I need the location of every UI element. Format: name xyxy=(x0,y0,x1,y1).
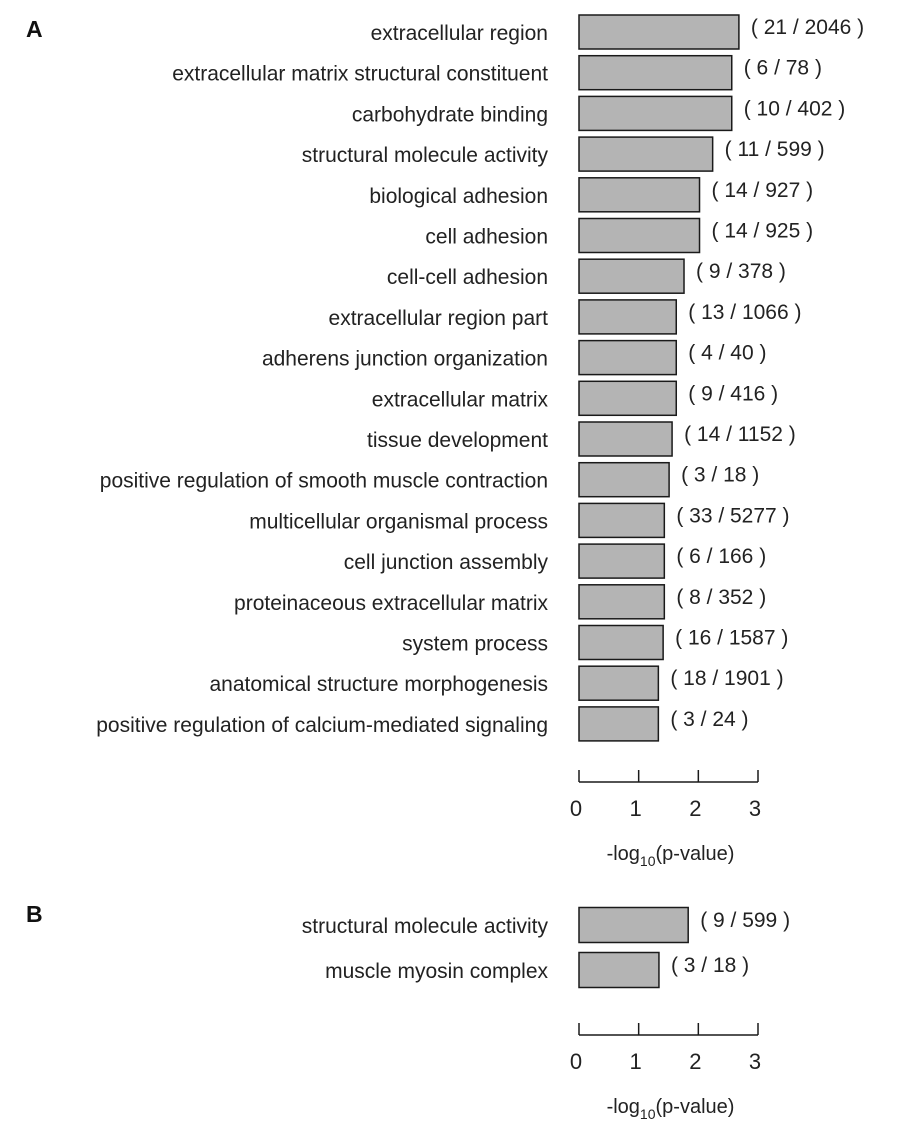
bar-count-label: ( 6 / 166 ) xyxy=(676,545,766,568)
bar xyxy=(578,584,666,620)
bar xyxy=(578,95,733,132)
bar xyxy=(578,502,666,539)
bar xyxy=(578,665,660,701)
category-label: structural molecule activity xyxy=(302,915,549,938)
bar-count-label: ( 11 / 599 ) xyxy=(725,138,825,161)
x-axis-title: -log10(p-value) xyxy=(607,1096,735,1122)
category-label: cell adhesion xyxy=(425,226,548,249)
panel-label-b: B xyxy=(26,901,43,927)
bar xyxy=(578,14,740,50)
bar-count-label: ( 14 / 925 ) xyxy=(712,220,814,243)
category-label: extracellular region xyxy=(371,22,548,45)
x-axis-title-pre: -log xyxy=(607,1096,640,1118)
category-label: system process xyxy=(402,633,548,656)
category-label: anatomical structure morphogenesis xyxy=(209,673,548,696)
x-tick-label: 1 xyxy=(630,796,642,821)
bar xyxy=(578,543,666,579)
bar xyxy=(578,380,678,417)
bar-count-label: ( 9 / 599 ) xyxy=(700,909,790,932)
x-tick-label: 2 xyxy=(689,796,701,821)
category-label: muscle myosin complex xyxy=(325,960,548,983)
bar xyxy=(578,339,678,376)
bar-count-label: ( 3 / 18 ) xyxy=(671,954,749,977)
x-tick-label: 0 xyxy=(570,1049,582,1074)
bar xyxy=(578,258,685,294)
bar xyxy=(578,951,660,989)
bar xyxy=(578,706,660,742)
bar-count-label: ( 14 / 927 ) xyxy=(712,179,814,202)
bar-count-label: ( 16 / 1587 ) xyxy=(675,627,788,650)
category-label: carbohydrate binding xyxy=(352,103,548,126)
category-label: extracellular matrix structural constitu… xyxy=(172,63,548,86)
category-label: tissue development xyxy=(367,429,548,452)
category-label: extracellular region part xyxy=(329,307,549,330)
bar-count-label: ( 9 / 378 ) xyxy=(696,260,786,283)
bar xyxy=(578,136,714,172)
x-axis-title-post: (p-value) xyxy=(656,843,735,865)
x-axis-title-sub: 10 xyxy=(640,853,656,869)
bar xyxy=(578,177,701,213)
bar xyxy=(578,624,664,661)
bar-count-label: ( 18 / 1901 ) xyxy=(670,667,783,690)
x-tick-label: 2 xyxy=(689,1049,701,1074)
x-tick-label: 1 xyxy=(630,1049,642,1074)
x-axis-title: -log10(p-value) xyxy=(607,843,735,869)
category-label: multicellular organismal process xyxy=(249,510,548,533)
category-label: positive regulation of calcium-mediated … xyxy=(96,714,548,737)
bar-count-label: ( 3 / 24 ) xyxy=(670,708,748,731)
category-label: positive regulation of smooth muscle con… xyxy=(100,470,548,493)
bar-count-label: ( 33 / 5277 ) xyxy=(676,504,789,527)
x-tick-label: 3 xyxy=(749,1049,761,1074)
bar-count-label: ( 14 / 1152 ) xyxy=(684,423,796,446)
bar-count-label: ( 9 / 416 ) xyxy=(688,382,778,405)
bar xyxy=(578,906,689,944)
x-axis-title-post: (p-value) xyxy=(656,1096,735,1118)
bar-count-label: ( 4 / 40 ) xyxy=(688,342,766,365)
bar-count-label: ( 21 / 2046 ) xyxy=(751,16,864,39)
x-axis-title-pre: -log xyxy=(607,843,640,865)
x-axis-title-sub: 10 xyxy=(640,1106,656,1122)
category-label: biological adhesion xyxy=(369,185,548,208)
bar-count-label: ( 10 / 402 ) xyxy=(744,97,846,120)
panel-label-a: A xyxy=(26,16,43,42)
bar-count-label: ( 6 / 78 ) xyxy=(744,57,822,80)
x-tick-label: 0 xyxy=(570,796,582,821)
category-label: structural molecule activity xyxy=(302,144,549,167)
category-label: proteinaceous extracellular matrix xyxy=(234,592,548,615)
x-tick-label: 3 xyxy=(749,796,761,821)
bar xyxy=(578,299,678,335)
category-label: cell junction assembly xyxy=(344,551,549,574)
bar xyxy=(578,54,733,91)
bar-count-label: ( 3 / 18 ) xyxy=(681,464,759,487)
bar xyxy=(578,421,673,457)
bar-count-label: ( 13 / 1066 ) xyxy=(688,301,801,324)
bar xyxy=(578,461,670,498)
go-enrichment-chart-b: structural molecule activity ( 9 / 599 ) m… xyxy=(302,906,790,1122)
go-enrichment-chart-a: extracellular region ( 21 / 2046 ) extrace… xyxy=(96,14,864,869)
bar xyxy=(578,217,701,254)
category-label: adherens junction organization xyxy=(262,348,548,371)
bar-count-label: ( 8 / 352 ) xyxy=(676,586,766,609)
category-label: extracellular matrix xyxy=(372,388,549,411)
category-label: cell-cell adhesion xyxy=(387,266,548,289)
